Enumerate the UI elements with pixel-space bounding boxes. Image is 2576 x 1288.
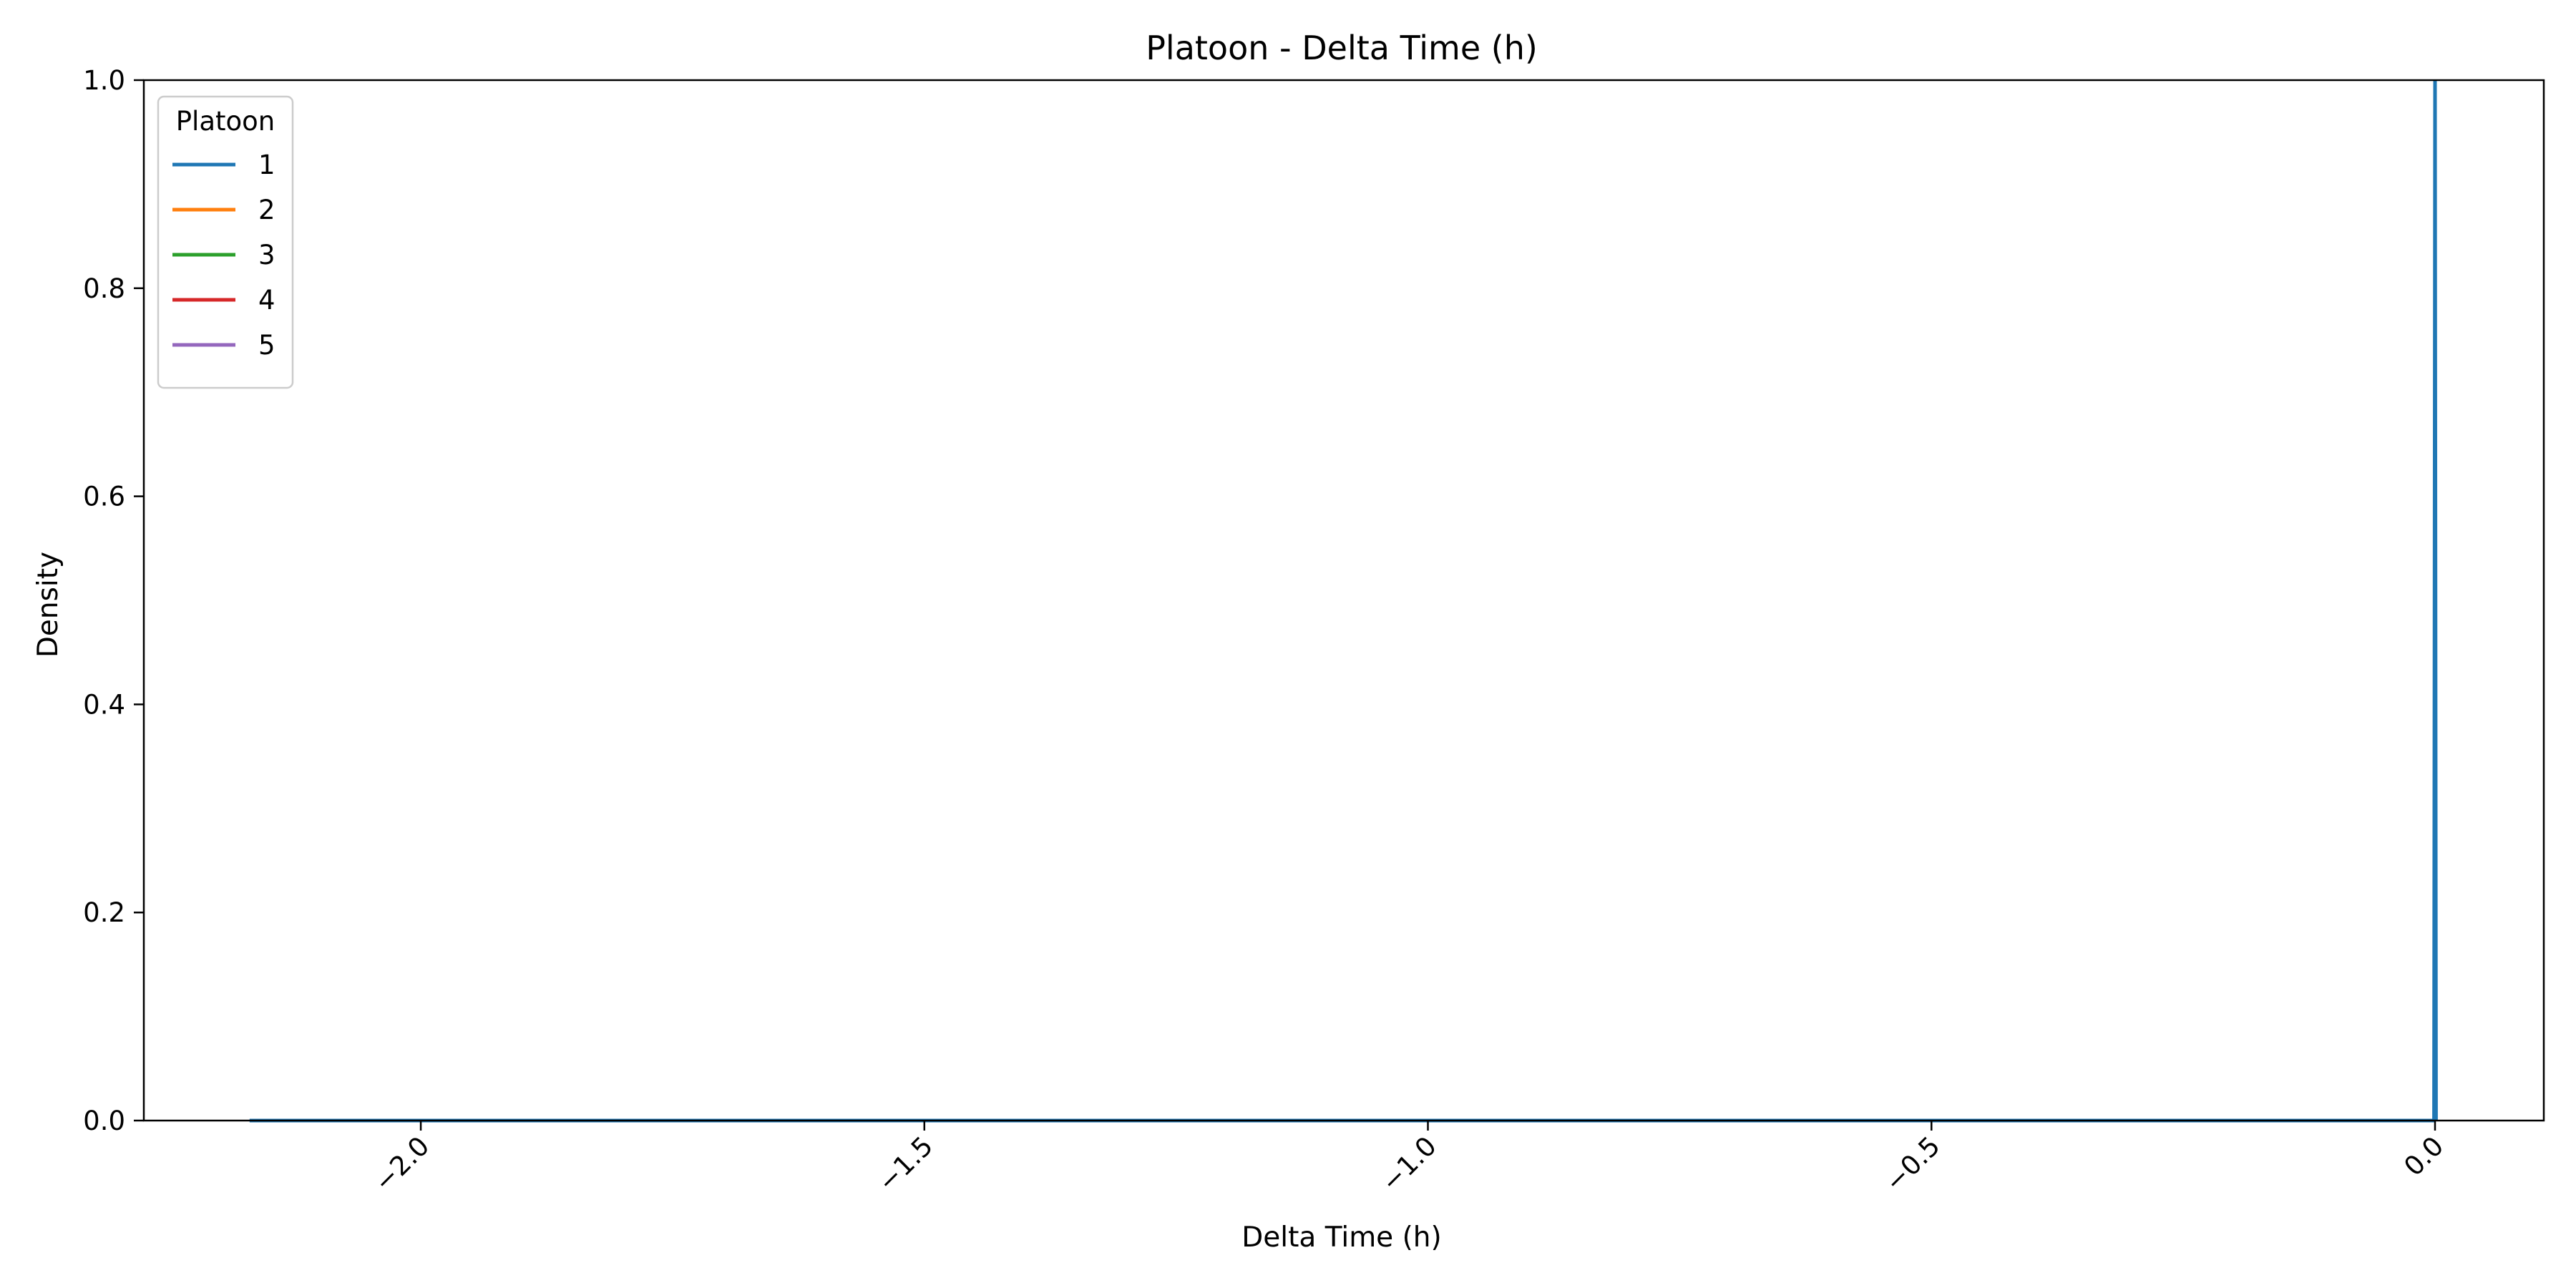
legend-label-5: 5: [258, 330, 275, 361]
y-tick-label: 0.6: [83, 482, 125, 512]
y-tick-label: 1.0: [83, 65, 125, 96]
y-tick-label: 0.0: [83, 1106, 125, 1136]
legend-label-2: 2: [258, 195, 275, 225]
y-tick-label: 0.8: [83, 273, 125, 304]
legend-title: Platoon: [176, 106, 275, 137]
x-axis-title: Delta Time (h): [1241, 1221, 1441, 1254]
y-axis-title: Density: [32, 552, 64, 658]
legend: Platoon 1 2 3 4 5: [157, 95, 294, 389]
chart-title: Platoon - Delta Time (h): [1146, 29, 1538, 67]
plot-frame: [142, 79, 2545, 1122]
y-axis: 0.0 0.2 0.4 0.6 0.8 1.0: [83, 65, 144, 1136]
legend-label-1: 1: [258, 150, 275, 180]
legend-box: [157, 95, 294, 389]
y-tick-label: 0.4: [83, 689, 125, 720]
legend-label-4: 4: [258, 285, 275, 316]
legend-label-3: 3: [258, 240, 275, 270]
y-tick-label: 0.2: [83, 897, 125, 928]
